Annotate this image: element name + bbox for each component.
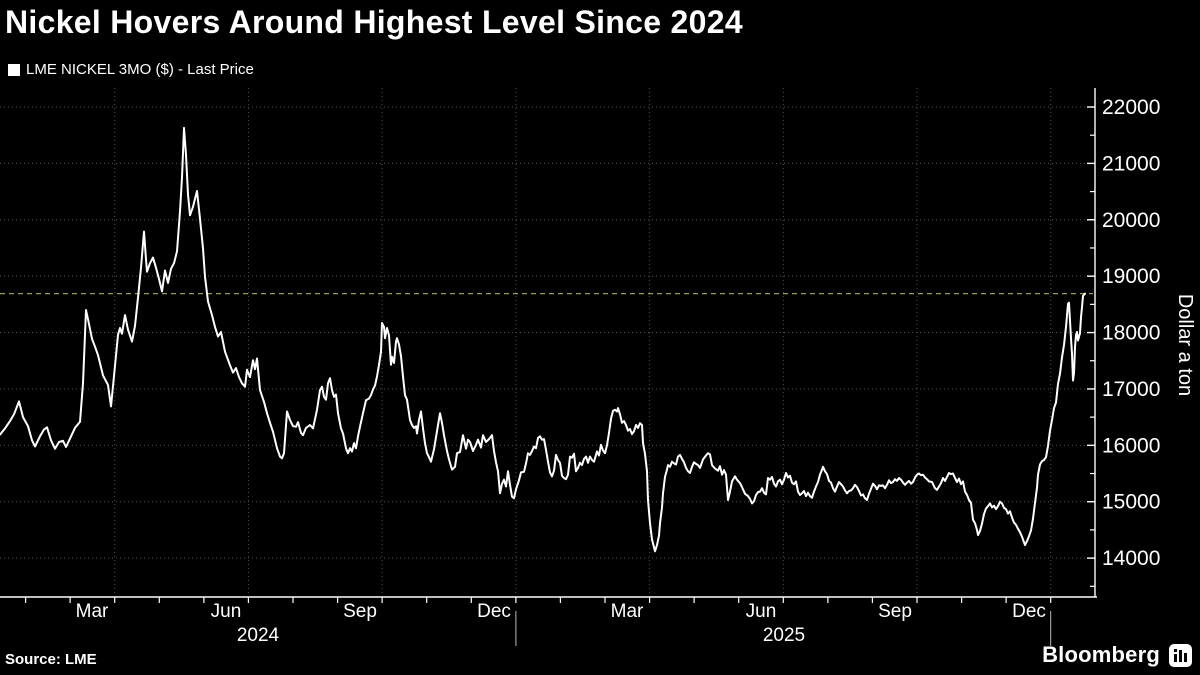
axis-labels: 14000 15000 16000 17000 18000 19000 20000 21000…	[76, 96, 1196, 646]
source-label: Source: LME	[5, 651, 97, 668]
price-line-path	[0, 126, 1086, 553]
bloomberg-logo: Bloomberg	[1042, 642, 1192, 668]
x-year-label: 2024	[237, 625, 280, 646]
x-month-label: Sep	[343, 601, 377, 622]
axes	[0, 88, 1097, 646]
y-axis-title: Dollar a ton	[1174, 294, 1196, 396]
y-tick-label: 20000	[1102, 209, 1160, 232]
legend-label: LME NICKEL 3MO ($) - Last Price	[26, 61, 254, 78]
y-tick-label: 15000	[1102, 491, 1160, 514]
y-tick-label: 19000	[1102, 265, 1160, 288]
bloomberg-terminal-icon	[1169, 643, 1192, 667]
x-month-label: Jun	[211, 601, 242, 622]
x-month-label: Mar	[76, 601, 109, 622]
legend-swatch-icon	[8, 63, 20, 76]
x-month-label: Jun	[746, 601, 777, 622]
y-tick-label: 21000	[1102, 152, 1160, 175]
y-tick-label: 14000	[1102, 547, 1160, 570]
series-line	[0, 126, 1086, 553]
y-tick-label: 17000	[1102, 378, 1160, 401]
page-title: Nickel Hovers Around Highest Level Since…	[5, 4, 743, 40]
x-month-label: Mar	[611, 601, 644, 622]
x-month-label: Dec	[1012, 601, 1046, 622]
y-tick-label: 16000	[1102, 434, 1160, 457]
y-tick-label: 22000	[1102, 96, 1160, 119]
y-tick-label: 18000	[1102, 322, 1160, 345]
x-year-label: 2025	[763, 625, 805, 646]
x-month-label: Sep	[878, 601, 912, 622]
bloomberg-wordmark: Bloomberg	[1042, 642, 1160, 667]
x-month-label: Dec	[477, 601, 511, 622]
gridlines	[0, 88, 1093, 597]
chart-legend: LME NICKEL 3MO ($) - Last Price	[8, 61, 254, 78]
